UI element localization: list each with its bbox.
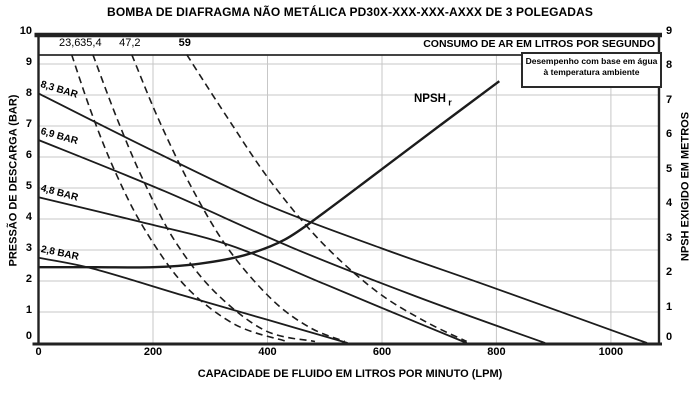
y-left-tick-3: 3: [25, 242, 32, 254]
air-curve-label-1: 35,4: [80, 37, 102, 49]
y-left-tick-6: 6: [25, 149, 32, 161]
y-left-tick-10: 10: [19, 25, 32, 37]
y-right-tick-8: 8: [666, 59, 673, 72]
y-left-tick-1: 1: [25, 304, 32, 316]
air-curve-label-2: 47,2: [119, 37, 141, 49]
y-left-tick-2: 2: [25, 273, 32, 285]
y-right-tick-4: 4: [666, 197, 673, 210]
air-curve-1: [92, 54, 316, 343]
pressure-curve-3: [38, 256, 348, 344]
y-right-axis-title: NPSH EXIGIDO EM METROS: [679, 111, 692, 262]
pressure-curve-2: [38, 196, 468, 344]
y-right-tick-5: 5: [666, 162, 673, 175]
y-right-tick-0: 0: [666, 331, 673, 343]
x-tick-200: 200: [143, 346, 163, 358]
x-tick-400: 400: [258, 346, 277, 358]
npsh-label-main: NPSH: [414, 93, 446, 105]
note-box: Desempenho com base em água à temperatur…: [521, 52, 662, 88]
x-tick-600: 600: [372, 346, 392, 358]
y-right-tick-9: 9: [666, 25, 673, 37]
npsh-curve-label: NPSH r: [414, 93, 452, 108]
chart-title: BOMBA DE DIAFRAGMA NÃO METÁLICA PD30X-XX…: [107, 5, 593, 19]
air-curve-0: [70, 54, 288, 343]
npsh-curve: [38, 80, 501, 269]
y-right-tick-1: 1: [666, 300, 673, 313]
y-left-tick-7: 7: [25, 118, 32, 130]
air-consumption-header: CONSUMO DE AR EM LITROS POR SEGUNDO: [423, 38, 655, 50]
pressure-curve-1: [38, 139, 546, 344]
note-line-1: Desempenho com base em água: [525, 56, 658, 66]
air-curve-label-3: 59: [178, 37, 191, 49]
x-tick-1000: 1000: [598, 346, 624, 358]
y-right-tick-6: 6: [666, 128, 673, 141]
x-axis-title: CAPACIDADE DE FLUIDO EM LITROS POR MINUT…: [197, 368, 503, 380]
y-left-tick-5: 5: [25, 180, 32, 192]
x-tick-0: 0: [35, 346, 42, 358]
y-right-tick-3: 3: [666, 231, 673, 244]
y-left-tick-0: 0: [25, 330, 32, 342]
air-curve-3: [186, 54, 468, 343]
y-left-tick-4: 4: [25, 211, 32, 223]
note-line-2: à temperatura ambiente: [543, 67, 640, 78]
gridlines: [38, 55, 659, 343]
npsh-label-sub: r: [448, 97, 452, 108]
y-right-tick-7: 7: [666, 93, 673, 106]
air-curve-label-0: 23,6: [58, 37, 81, 49]
air-curve-2: [131, 54, 346, 343]
y-left-tick-8: 8: [25, 87, 32, 99]
x-tick-800: 800: [487, 346, 506, 358]
y-right-tick-2: 2: [666, 266, 673, 279]
pressure-curve-0: [38, 92, 648, 344]
y-left-tick-9: 9: [25, 56, 32, 68]
